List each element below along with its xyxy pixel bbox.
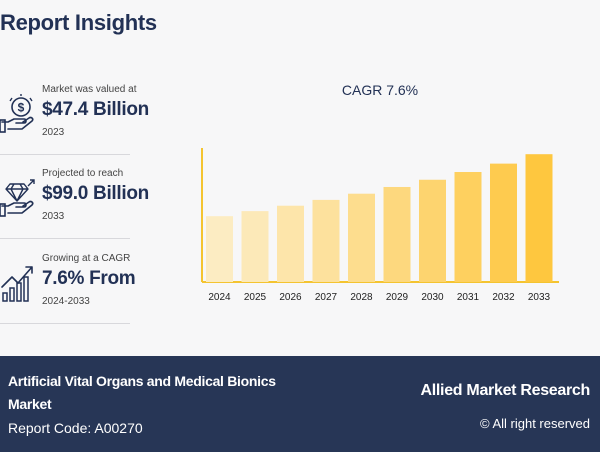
diamond-hand-icon [0, 179, 35, 217]
stat-value: 7.6% From [42, 268, 136, 289]
page-title: Report Insights [0, 10, 157, 35]
bar-2027 [312, 199, 340, 282]
stat-label: Market was valued at [42, 84, 137, 95]
bar-2033 [525, 154, 553, 282]
money-hand-icon: $ [0, 94, 34, 133]
bar-2026 [277, 205, 304, 282]
stat-value: $99.0 Billion [42, 183, 149, 204]
stat-market-value: $ Market was valued at $47.4 Billion 202… [0, 84, 149, 168]
x-tick-label: 2032 [492, 292, 515, 303]
bar-chart: 2024 2025 2026 2027 2028 2029 2030 2031 2032 2033 [201, 148, 559, 303]
copyright: © All right reserved [479, 416, 590, 431]
growth-chart-icon [1, 266, 33, 302]
bar-2029 [383, 186, 411, 282]
stat-cagr: Growing at a CAGR 7.6% From 2024-2033 [0, 253, 136, 337]
chart-title: CAGR 7.6% [341, 82, 419, 98]
footer: Artificial Vital Organs and Medical Bion… [0, 356, 600, 452]
bar-2024 [206, 216, 233, 282]
stat-year: 2023 [42, 127, 65, 138]
x-tick-label: 2028 [350, 292, 373, 303]
bar-2031 [454, 172, 482, 282]
divider [0, 238, 130, 239]
stat-year: 2033 [42, 211, 65, 222]
bar-2032 [490, 163, 517, 282]
bar-2025 [241, 211, 269, 282]
bar-2030 [419, 179, 446, 282]
stat-projected-value: Projected to reach $99.0 Billion 2033 [0, 168, 149, 252]
x-tick-label: 2024 [208, 292, 231, 303]
bar-2028 [348, 193, 375, 282]
x-tick-label: 2027 [315, 292, 338, 303]
stat-label: Projected to reach [42, 168, 124, 179]
x-tick-label: 2029 [386, 292, 409, 303]
divider [0, 323, 130, 324]
brand-name: Allied Market Research [420, 382, 591, 399]
x-tick-label: 2031 [457, 292, 480, 303]
x-tick-label: 2026 [279, 292, 302, 303]
x-tick-label: 2033 [528, 292, 551, 303]
stat-label: Growing at a CAGR [42, 253, 131, 264]
stat-year: 2024-2033 [42, 296, 90, 307]
x-tick-label: 2030 [421, 292, 444, 303]
svg-text:$: $ [18, 101, 25, 115]
divider [0, 154, 130, 155]
stat-value: $47.4 Billion [42, 99, 149, 120]
market-name: Artificial Vital Organs and Medical Bion… [8, 373, 276, 412]
x-tick-label: 2025 [244, 292, 267, 303]
report-code: Report Code: A00270 [8, 420, 143, 436]
